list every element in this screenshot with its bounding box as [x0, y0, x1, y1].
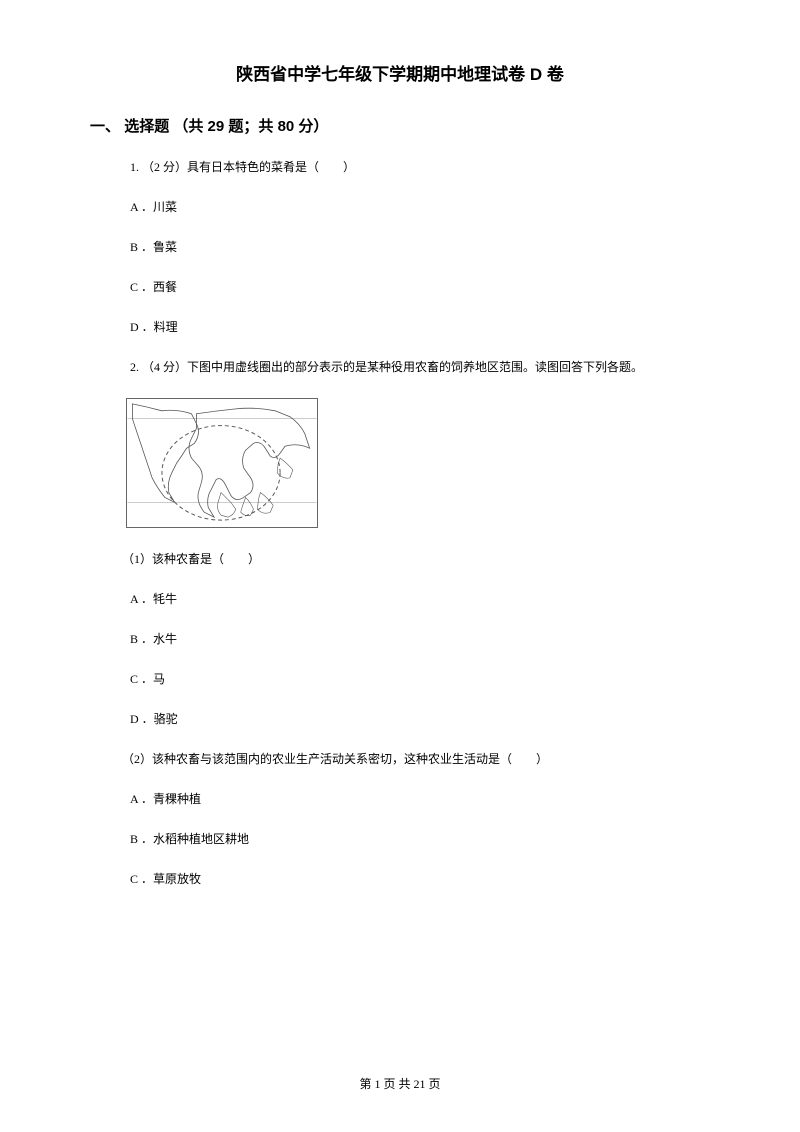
question-2-2-option-b: B ．水稻种植地区耕地	[130, 830, 710, 848]
section-header: 一、 选择题 （共 29 题；共 80 分）	[90, 115, 710, 136]
question-1-option-a: A ．川菜	[130, 198, 710, 216]
question-2-2-option-c: C ．草原放牧	[130, 870, 710, 888]
question-2-2-stem: （2）该种农畜与该范围内的农业生产活动关系密切，这种农业生活动是（ ）	[122, 750, 710, 768]
question-2-1-option-b: B ．水牛	[130, 630, 710, 648]
question-2-1-option-c: C ．马	[130, 670, 710, 688]
section-number: 一、	[90, 118, 120, 135]
question-2-1-option-d: D ．骆驼	[130, 710, 710, 728]
page-footer: 第 1 页 共 21 页	[0, 1075, 800, 1092]
question-1-option-c: C ．西餐	[130, 278, 710, 296]
map-figure	[126, 398, 318, 528]
section-name: 选择题	[124, 118, 169, 135]
question-2-2-option-a: A ．青稞种植	[130, 790, 710, 808]
section-info: （共 29 题；共 80 分）	[173, 118, 328, 135]
question-1-option-b: B ．鲁菜	[130, 238, 710, 256]
asia-map-svg	[127, 399, 317, 527]
question-2-stem: 2. （4 分）下图中用虚线圈出的部分表示的是某种役用农畜的饲养地区范围。读图回…	[130, 358, 710, 376]
question-1-option-d: D ．料理	[130, 318, 710, 336]
question-2-1-option-a: A ．牦牛	[130, 590, 710, 608]
question-2-1-stem: （1）该种农畜是（ ）	[122, 550, 710, 568]
question-1-stem: 1. （2 分）具有日本特色的菜肴是（ ）	[130, 158, 710, 176]
page-title: 陕西省中学七年级下学期期中地理试卷 D 卷	[90, 60, 710, 85]
